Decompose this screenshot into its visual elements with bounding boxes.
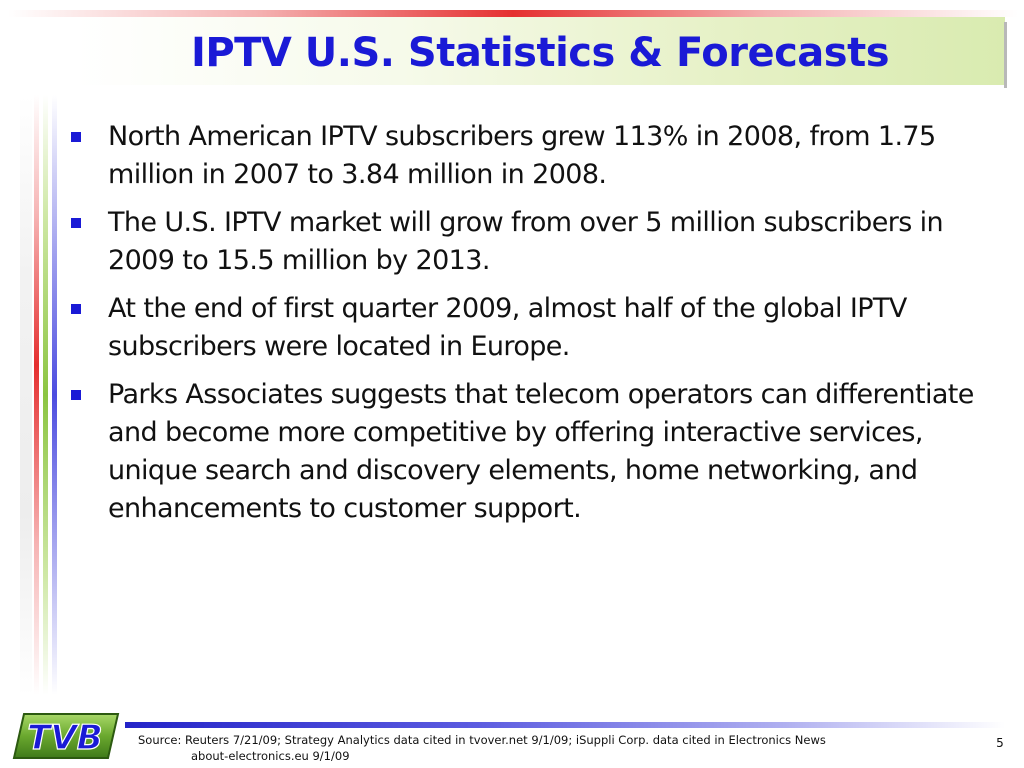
title-band <box>75 17 1005 85</box>
source-line-1: Source: Reuters 7/21/09; Strategy Analyt… <box>138 733 826 747</box>
page-number: 5 <box>996 736 1004 750</box>
bullet-text: The U.S. IPTV market will grow from over… <box>108 207 944 276</box>
bullet-text: North American IPTV subscribers grew 113… <box>108 121 936 190</box>
left-stripe-gray <box>20 95 32 695</box>
top-decorative-stripe <box>8 10 1018 17</box>
left-stripe-green <box>43 95 48 695</box>
left-stripe-red <box>34 95 39 695</box>
bullet-list: North American IPTV subscribers grew 113… <box>70 118 980 538</box>
bullet-item: The U.S. IPTV market will grow from over… <box>70 204 980 280</box>
left-stripe-blue <box>52 95 57 695</box>
bullet-item: At the end of first quarter 2009, almost… <box>70 290 980 366</box>
footer-rule <box>125 722 1005 728</box>
tvb-logo-icon: TVB <box>12 713 120 759</box>
bullet-text: Parks Associates suggests that telecom o… <box>108 379 974 524</box>
left-decorative-stripes <box>20 95 64 695</box>
source-citation: Source: Reuters 7/21/09; Strategy Analyt… <box>138 732 938 764</box>
square-bullet-icon <box>71 304 81 314</box>
title-corner-shadow <box>1004 22 1007 88</box>
bullet-item: North American IPTV subscribers grew 113… <box>70 118 980 194</box>
logo-text: TVB <box>27 718 102 758</box>
bullet-item: Parks Associates suggests that telecom o… <box>70 376 980 528</box>
source-line-2: about-electronics.eu 9/1/09 <box>191 749 350 763</box>
square-bullet-icon <box>71 132 81 142</box>
slide-title: IPTV U.S. Statistics & Forecasts <box>190 30 890 76</box>
bullet-text: At the end of first quarter 2009, almost… <box>108 293 907 362</box>
square-bullet-icon <box>71 218 81 228</box>
square-bullet-icon <box>71 390 81 400</box>
